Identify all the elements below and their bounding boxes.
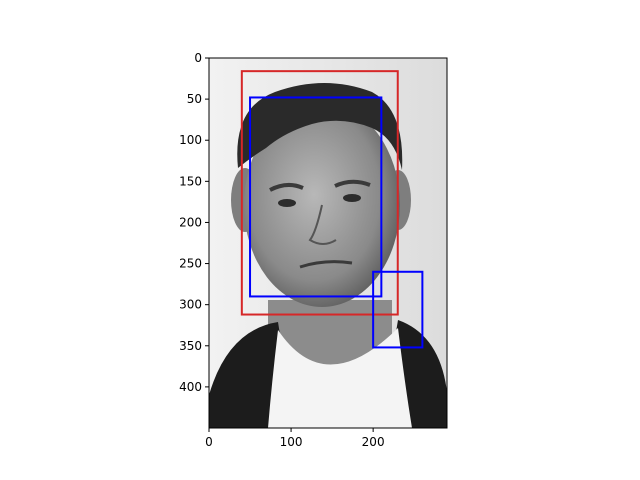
y-tick-label: 400	[179, 380, 202, 394]
face-photo	[209, 58, 447, 428]
bounding-box-1	[240, 70, 399, 316]
y-tick-label: 0	[194, 51, 202, 65]
y-tick-label: 150	[179, 174, 202, 188]
axes-frame	[208, 57, 448, 429]
y-tick-label: 300	[179, 298, 202, 312]
bounding-box-2	[249, 96, 383, 298]
x-tick-label: 0	[205, 435, 213, 449]
y-tick-label: 50	[187, 92, 202, 106]
y-tick-label: 200	[179, 215, 202, 229]
x-tick-label: 100	[280, 435, 303, 449]
x-axis: 0 100 200	[205, 428, 385, 449]
x-tick-label: 200	[362, 435, 385, 449]
y-tick-label: 250	[179, 257, 202, 271]
y-tick-label: 100	[179, 133, 202, 147]
bounding-box-3	[372, 270, 424, 349]
bounding-boxes	[240, 70, 424, 349]
y-axis: 0 50 100 150 200 250 300 350 400	[179, 51, 209, 394]
y-tick-label: 350	[179, 339, 202, 353]
